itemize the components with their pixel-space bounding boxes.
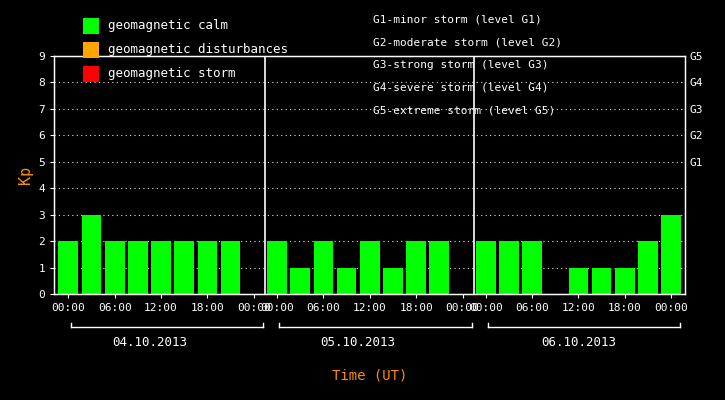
Bar: [592, 268, 611, 294]
Text: G1-minor storm (level G1): G1-minor storm (level G1): [373, 14, 542, 24]
Bar: [220, 241, 241, 294]
Bar: [198, 241, 218, 294]
Text: G5-extreme storm (level G5): G5-extreme storm (level G5): [373, 106, 555, 116]
Bar: [661, 215, 681, 294]
Y-axis label: Kp: Kp: [18, 166, 33, 184]
Bar: [615, 268, 634, 294]
Bar: [383, 268, 403, 294]
Text: geomagnetic calm: geomagnetic calm: [108, 20, 228, 32]
Bar: [499, 241, 519, 294]
Bar: [360, 241, 380, 294]
Bar: [152, 241, 171, 294]
Text: G3-strong storm (level G3): G3-strong storm (level G3): [373, 60, 549, 70]
Text: 06.10.2013: 06.10.2013: [541, 336, 616, 349]
Bar: [267, 241, 287, 294]
Bar: [522, 241, 542, 294]
Bar: [429, 241, 450, 294]
Text: Time (UT): Time (UT): [332, 368, 407, 382]
Bar: [175, 241, 194, 294]
Text: G4-severe storm (level G4): G4-severe storm (level G4): [373, 83, 549, 93]
Bar: [128, 241, 148, 294]
Bar: [82, 215, 102, 294]
Bar: [290, 268, 310, 294]
Text: 05.10.2013: 05.10.2013: [320, 336, 396, 349]
Text: G2-moderate storm (level G2): G2-moderate storm (level G2): [373, 37, 563, 47]
Text: geomagnetic disturbances: geomagnetic disturbances: [108, 44, 288, 56]
Bar: [59, 241, 78, 294]
Bar: [638, 241, 658, 294]
Text: 04.10.2013: 04.10.2013: [112, 336, 187, 349]
Text: geomagnetic storm: geomagnetic storm: [108, 68, 236, 80]
Bar: [568, 268, 588, 294]
Bar: [313, 241, 334, 294]
Bar: [105, 241, 125, 294]
Bar: [336, 268, 357, 294]
Bar: [406, 241, 426, 294]
Bar: [476, 241, 496, 294]
